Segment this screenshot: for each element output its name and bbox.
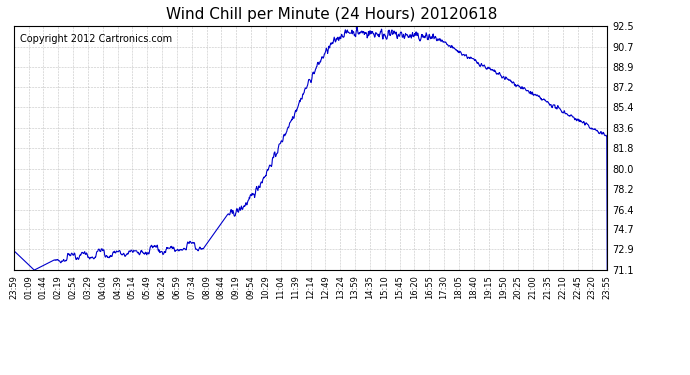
Text: Copyright 2012 Cartronics.com: Copyright 2012 Cartronics.com <box>20 34 172 44</box>
Text: Wind Chill per Minute (24 Hours) 20120618: Wind Chill per Minute (24 Hours) 2012061… <box>166 8 497 22</box>
